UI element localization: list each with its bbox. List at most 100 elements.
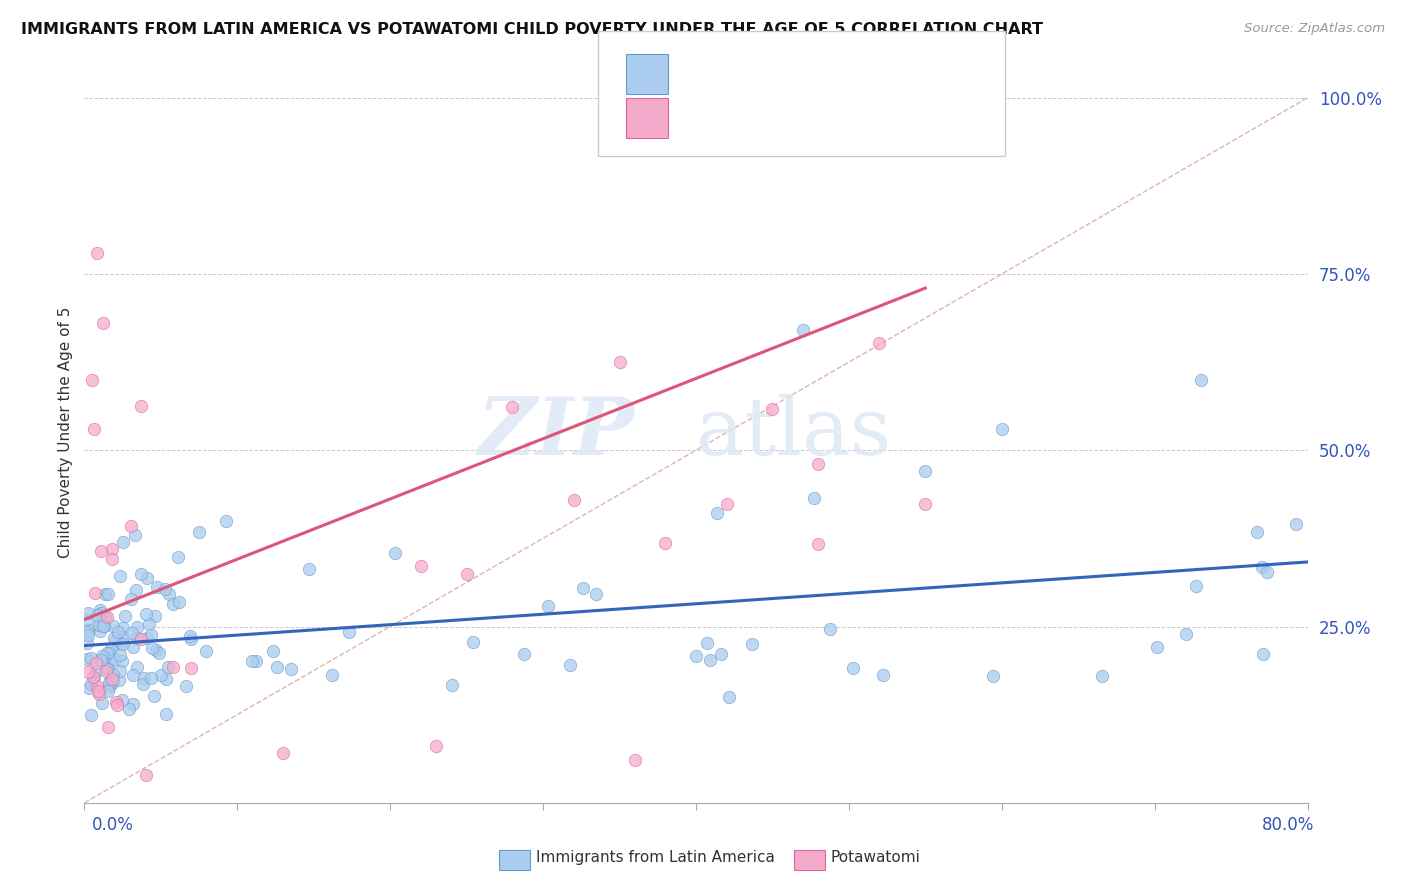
Point (1285, 516, 1308, 531)
Point (101, 552, 124, 566)
Point (127, 620, 149, 634)
Point (155, 582, 177, 596)
Point (741, 637, 763, 651)
Point (80, 707, 103, 722)
Point (143, 608, 166, 623)
Point (1185, 579, 1208, 593)
Point (89, 617, 111, 632)
Point (120, 591, 142, 606)
Point (107, 624, 129, 639)
Point (710, 647, 733, 661)
Point (87, 687, 110, 701)
Point (143, 689, 166, 703)
Point (77, 624, 100, 638)
Point (136, 631, 159, 645)
Point (100, 673, 122, 688)
Point (991, 422, 1014, 436)
Point (131, 676, 153, 690)
Point (337, 624, 360, 639)
Point (87, 608, 110, 623)
Point (98, 646, 121, 660)
Point (100, 541, 122, 556)
Point (155, 707, 177, 722)
Point (111, 693, 134, 707)
Point (135, 571, 157, 585)
Point (818, 622, 841, 636)
Point (76, 624, 98, 639)
Point (214, 514, 236, 528)
Y-axis label: Child Poverty Under the Age of 5: Child Poverty Under the Age of 5 (58, 307, 73, 558)
Point (149, 668, 172, 682)
Point (266, 660, 288, 674)
Point (685, 648, 707, 663)
Text: R =: R = (675, 56, 711, 74)
Point (86, 657, 108, 671)
Point (321, 668, 343, 682)
Point (121, 626, 143, 640)
Point (585, 587, 607, 601)
Point (461, 634, 484, 648)
Text: Source: ZipAtlas.com: Source: ZipAtlas.com (1244, 22, 1385, 36)
Point (86, 679, 108, 693)
Point (157, 586, 180, 600)
Point (1091, 669, 1114, 683)
Point (103, 675, 125, 690)
Point (93, 650, 115, 665)
Point (83, 422, 105, 436)
Point (654, 535, 676, 549)
Point (96, 664, 118, 678)
Point (537, 599, 560, 613)
Point (90, 653, 112, 667)
Point (716, 497, 738, 511)
Point (91, 316, 114, 330)
Point (107, 673, 129, 688)
Point (129, 632, 152, 647)
Text: N =: N = (776, 56, 813, 74)
Point (139, 672, 162, 686)
Point (138, 617, 160, 632)
Point (76, 635, 98, 649)
Text: ZIP: ZIP (478, 394, 636, 471)
Point (101, 668, 124, 682)
Text: 80.0%: 80.0% (1263, 816, 1315, 834)
Point (162, 659, 184, 673)
Point (167, 550, 190, 565)
Point (105, 698, 128, 712)
Point (96, 646, 118, 660)
Point (1256, 565, 1278, 579)
Point (425, 739, 447, 754)
Point (108, 648, 131, 662)
Point (80, 677, 103, 691)
Point (114, 608, 136, 623)
Point (96, 662, 118, 676)
Point (86, 683, 108, 698)
Point (1189, 373, 1212, 387)
Point (97, 683, 120, 698)
Text: Potawatomi: Potawatomi (831, 850, 921, 865)
Point (167, 595, 190, 609)
Point (195, 644, 218, 658)
Point (562, 492, 585, 507)
Point (77, 606, 100, 620)
Point (112, 637, 135, 651)
Point (513, 647, 536, 661)
Point (271, 747, 294, 761)
Point (188, 525, 211, 540)
Point (761, 402, 783, 417)
Point (872, 668, 894, 682)
Point (80, 373, 103, 387)
Point (572, 581, 595, 595)
Point (842, 661, 865, 675)
Point (558, 657, 581, 672)
Point (624, 754, 647, 768)
Point (93, 619, 115, 633)
Point (502, 400, 524, 414)
Point (96, 609, 118, 624)
Point (101, 672, 124, 686)
Point (111, 621, 134, 635)
Point (103, 631, 125, 645)
Point (98, 680, 121, 694)
Point (104, 695, 127, 709)
Point (1146, 640, 1168, 654)
Point (156, 660, 179, 674)
